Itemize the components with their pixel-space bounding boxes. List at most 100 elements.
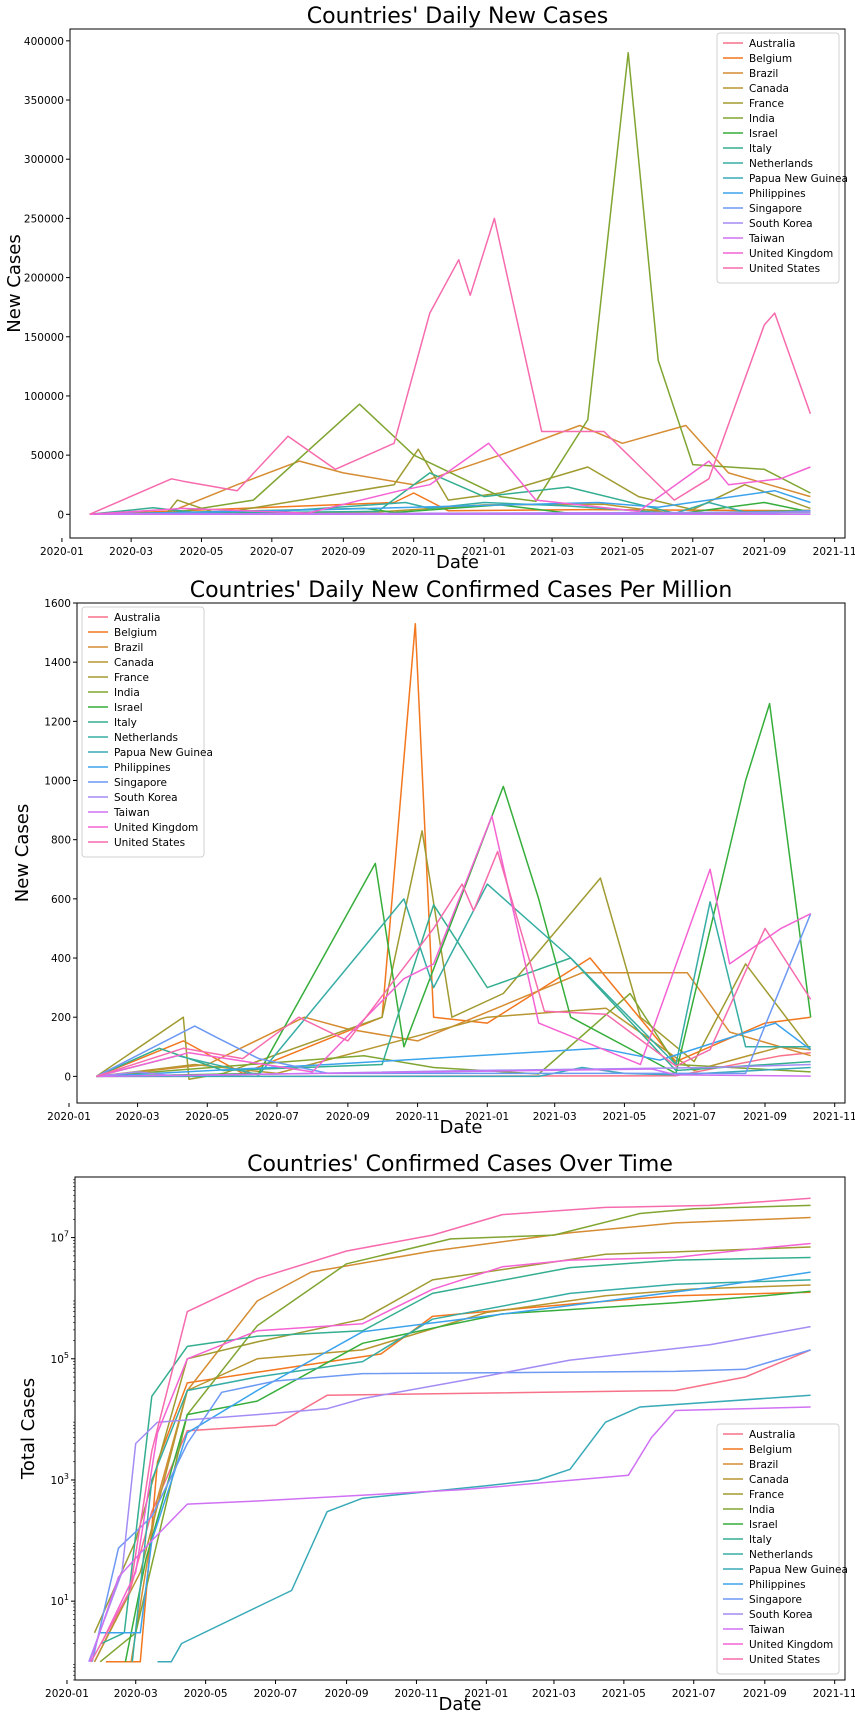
legend-label-brazil: Brazil bbox=[749, 68, 778, 80]
y-tick-label: 800 bbox=[51, 835, 71, 847]
x-tick-label: 2021-03 bbox=[532, 1688, 576, 1700]
series-line-papua-new-guinea bbox=[157, 1394, 811, 1663]
x-axis-label: Date bbox=[439, 1117, 482, 1138]
series-line-south-korea bbox=[88, 1325, 811, 1663]
y-tick-label: 1000 bbox=[44, 776, 71, 788]
series-line-brazil bbox=[96, 972, 811, 1078]
legend-label-singapore: Singapore bbox=[114, 777, 167, 789]
chart-1: Countries' Daily New Cases 2020-01 2020-03… bbox=[4, 4, 855, 573]
x-tick-label: 2021-07 bbox=[671, 546, 715, 558]
legend-label-philippines: Philippines bbox=[114, 762, 171, 774]
legend-label-papua-new-guinea: Papua New Guinea bbox=[114, 747, 213, 759]
legend-label-belgium: Belgium bbox=[749, 53, 792, 65]
series-group bbox=[89, 51, 812, 516]
x-tick-label: 2021-09 bbox=[743, 1111, 787, 1123]
chart-3: Countries' Confirmed Cases Over Time 2020… bbox=[18, 1152, 855, 1715]
y-tick-label: 1400 bbox=[44, 657, 71, 669]
x-tick-label: 2020-03 bbox=[109, 546, 153, 558]
legend-label-india: India bbox=[114, 687, 140, 699]
legend-label-canada: Canada bbox=[114, 657, 154, 669]
series-group bbox=[88, 1197, 811, 1663]
legend-label-canada: Canada bbox=[749, 83, 789, 95]
legend-label-israel: Israel bbox=[749, 128, 778, 140]
y-tick-label: 150000 bbox=[24, 332, 64, 344]
legend: Australia Belgium Brazil Canada France India I… bbox=[81, 606, 213, 858]
y-tick-label: 1600 bbox=[44, 598, 71, 610]
x-axis-label: Date bbox=[436, 552, 479, 573]
legend-label-papua-new-guinea: Papua New Guinea bbox=[749, 173, 848, 185]
series-line-belgium bbox=[96, 622, 811, 1078]
series-line-united-kingdom bbox=[96, 815, 812, 1078]
y-tick-label: 1200 bbox=[44, 716, 71, 728]
series-line-france bbox=[89, 448, 811, 516]
x-tick-label: 2020-05 bbox=[184, 1688, 228, 1700]
series-line-france bbox=[95, 830, 812, 1081]
x-tick-label: 2021-09 bbox=[742, 546, 786, 558]
series-line-taiwan bbox=[89, 1406, 811, 1663]
legend-label-italy: Italy bbox=[749, 143, 772, 155]
legend-box bbox=[716, 1423, 840, 1675]
legend-label-singapore: Singapore bbox=[749, 203, 802, 215]
x-tick-label: 2021-01 bbox=[464, 1688, 508, 1700]
legend-label-israel: Israel bbox=[114, 702, 143, 714]
x-tick-label: 2021-05 bbox=[602, 1111, 646, 1123]
chart-title: Countries' Confirmed Cases Over Time bbox=[247, 1152, 673, 1177]
y-tick-label: 101 bbox=[51, 1593, 69, 1608]
x-tick-label: 2020-03 bbox=[116, 1111, 160, 1123]
legend-label-united-kingdom: United Kingdom bbox=[114, 822, 198, 834]
x-tick-label: 2020-07 bbox=[250, 546, 294, 558]
series-line-france bbox=[93, 1246, 811, 1634]
legend-label-south-korea: South Korea bbox=[114, 792, 178, 804]
legend-label-united-kingdom: United Kingdom bbox=[749, 1639, 833, 1651]
x-tick-label: 2020-03 bbox=[114, 1688, 158, 1700]
legend-label-united-states: United States bbox=[749, 263, 820, 275]
series-line-brazil bbox=[89, 424, 811, 516]
legend-label-france: France bbox=[749, 1489, 784, 1501]
plot-frame bbox=[76, 602, 846, 1104]
y-tick-label: 0 bbox=[57, 509, 64, 521]
legend-label-australia: Australia bbox=[749, 38, 795, 50]
legend-label-singapore: Singapore bbox=[749, 1594, 802, 1606]
x-tick-label: 2021-07 bbox=[672, 1688, 716, 1700]
legend-label-united-states: United States bbox=[114, 837, 185, 849]
y-tick-label: 600 bbox=[51, 894, 71, 906]
series-line-netherlands bbox=[96, 883, 811, 1078]
x-tick-label: 2021-09 bbox=[743, 1688, 787, 1700]
x-tick-label: 2020-09 bbox=[321, 546, 365, 558]
x-axis-label: Date bbox=[438, 1694, 481, 1715]
series-line-united-states bbox=[96, 850, 812, 1078]
y-tick-label: 400 bbox=[51, 953, 71, 965]
legend-label-belgium: Belgium bbox=[114, 627, 157, 639]
x-tick-label: 2021-03 bbox=[533, 1111, 577, 1123]
legend-label-israel: Israel bbox=[749, 1519, 778, 1531]
x-tick-label: 2021-05 bbox=[602, 1688, 646, 1700]
series-line-singapore bbox=[96, 913, 812, 1078]
plot-frame bbox=[69, 28, 846, 539]
series-line-netherlands bbox=[131, 1279, 811, 1662]
y-tick-label: 350000 bbox=[24, 95, 64, 107]
legend-label-south-korea: South Korea bbox=[749, 1609, 813, 1621]
legend-label-taiwan: Taiwan bbox=[748, 233, 785, 245]
legend: Australia Belgium Brazil Canada France India I… bbox=[716, 1423, 848, 1675]
legend-label-france: France bbox=[114, 672, 149, 684]
y-tick-label: 105 bbox=[51, 1351, 69, 1366]
series-line-taiwan bbox=[96, 1068, 811, 1078]
legend-label-netherlands: Netherlands bbox=[114, 732, 178, 744]
x-tick-label: 2020-01 bbox=[40, 546, 84, 558]
legend-label-italy: Italy bbox=[749, 1534, 772, 1546]
y-tick-label: 200000 bbox=[24, 273, 64, 285]
series-line-philippines bbox=[100, 1271, 811, 1634]
legend-label-philippines: Philippines bbox=[749, 1579, 806, 1591]
x-tick-label: 2021-01 bbox=[462, 546, 506, 558]
y-axis-label: New Cases bbox=[12, 804, 33, 902]
x-tick-label: 2021-01 bbox=[465, 1111, 509, 1123]
y-tick-label: 103 bbox=[51, 1472, 69, 1487]
series-line-united-kingdom bbox=[89, 442, 811, 516]
chart-title: Countries' Daily New Cases bbox=[307, 4, 608, 29]
y-tick-label: 50000 bbox=[31, 450, 64, 462]
series-group bbox=[95, 622, 812, 1081]
x-tick-label: 2020-01 bbox=[45, 1688, 89, 1700]
legend-label-philippines: Philippines bbox=[749, 188, 806, 200]
series-line-singapore bbox=[91, 1349, 811, 1662]
